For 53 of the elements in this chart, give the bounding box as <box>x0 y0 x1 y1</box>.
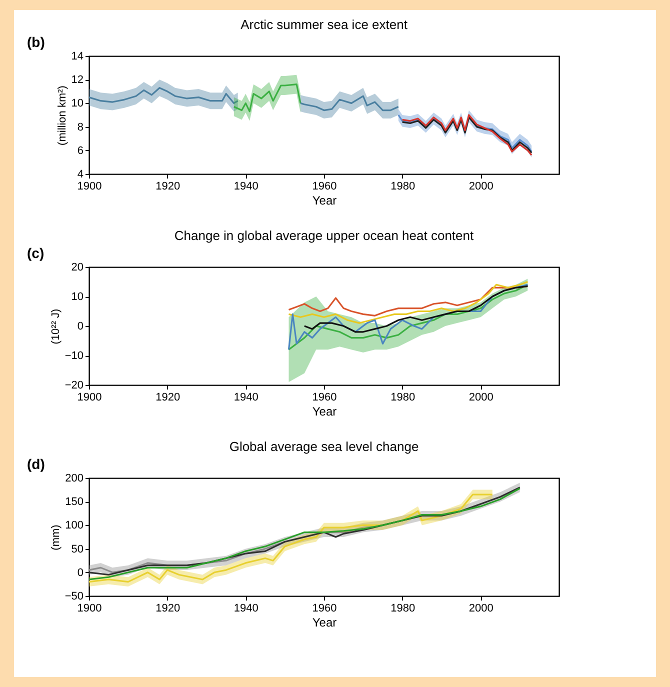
line-series <box>304 285 528 333</box>
x-tick-label: 2000 <box>468 602 494 614</box>
y-tick-label: 150 <box>65 496 84 508</box>
y-tick-label: 12 <box>71 74 84 86</box>
y-tick-label: 8 <box>77 121 84 134</box>
line-series <box>288 284 528 350</box>
y-axis-title: (mm) <box>50 524 62 550</box>
y-tick-label: 200 <box>65 472 84 484</box>
x-tick-label: 2000 <box>468 392 494 404</box>
x-tick-label: 1900 <box>77 392 102 404</box>
x-tick-label: 1900 <box>77 602 102 614</box>
x-tick-label: 1980 <box>390 602 416 614</box>
x-axis-title: Year <box>312 404 337 418</box>
line-series <box>88 87 239 104</box>
text: (d) <box>27 456 45 472</box>
chart-title: Change in global average upper ocean heat content <box>174 228 474 243</box>
text: (c) <box>27 245 44 261</box>
x-tick-label: 1920 <box>156 392 180 404</box>
y-tick-label: 0 <box>77 566 84 579</box>
x-tick-label: 1960 <box>312 602 337 614</box>
y-tick-label: 10 <box>71 98 84 110</box>
x-tick-label: 2000 <box>468 180 494 192</box>
line-series <box>288 280 528 324</box>
x-tick-label: 1940 <box>234 392 258 404</box>
x-tick-label: 1980 <box>390 180 416 192</box>
line-series <box>300 95 400 112</box>
y-tick-label: 14 <box>71 50 84 62</box>
x-tick-label: 1940 <box>234 602 258 614</box>
x-tick-label: 1900 <box>77 180 102 192</box>
y-tick-label: 100 <box>65 520 84 532</box>
chart-title: Arctic summer sea ice extent <box>240 17 408 32</box>
x-tick-label: 1980 <box>390 392 416 404</box>
x-tick-label: 1920 <box>156 602 180 614</box>
y-tick-label: 50 <box>71 543 84 556</box>
line-series <box>233 84 302 112</box>
text: (b) <box>27 34 45 50</box>
y-tick-label: 4 <box>77 168 84 180</box>
y-tick-label: −20 <box>64 380 84 392</box>
y-tick-label: −50 <box>64 590 84 602</box>
y-tick-label: 0 <box>77 320 84 332</box>
y-tick-label: 10 <box>71 291 84 303</box>
y-tick-label: 20 <box>71 262 84 274</box>
chart-title: Global average sea level change <box>229 439 419 454</box>
x-tick-label: 1960 <box>312 180 337 192</box>
x-axis-title: Year <box>312 616 337 630</box>
x-tick-label: 1960 <box>312 392 337 404</box>
y-axis-title: (million km²) <box>56 86 68 146</box>
x-axis-title: Year <box>312 194 337 208</box>
y-tick-label: 6 <box>77 144 84 157</box>
y-tick-label: −10 <box>64 350 84 362</box>
x-tick-label: 1920 <box>156 180 180 192</box>
y-axis-title: (10²² J) <box>50 308 62 344</box>
x-tick-label: 1940 <box>234 180 258 192</box>
